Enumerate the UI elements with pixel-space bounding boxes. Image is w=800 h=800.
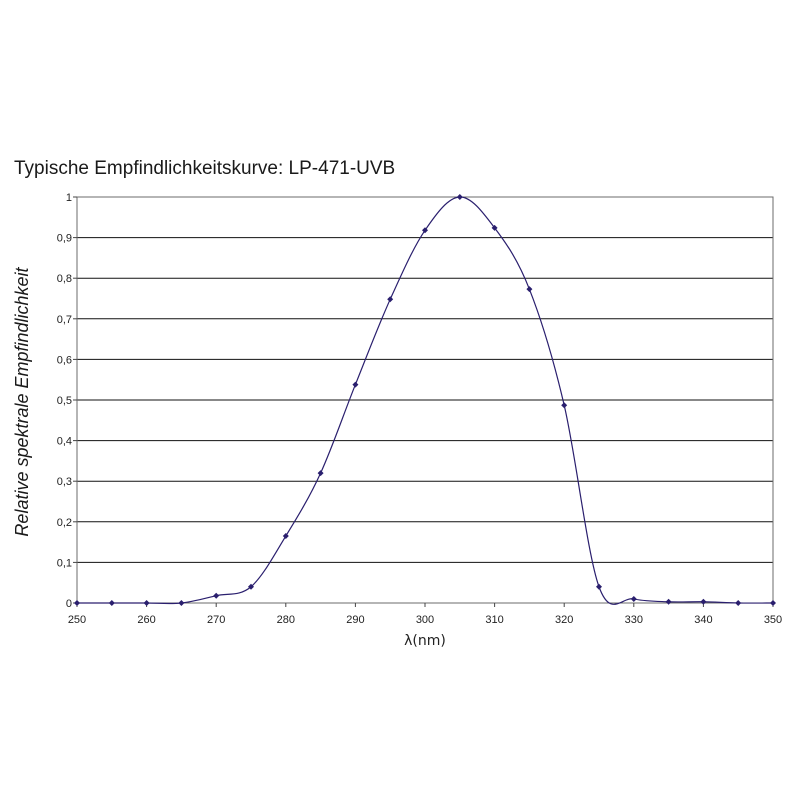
data-point-marker (108, 600, 115, 606)
data-point-marker (596, 583, 602, 590)
data-point-marker (352, 381, 359, 388)
data-point-marker (74, 600, 80, 606)
x-axis-ticks: 250 260 270 280 290 300 310 320 330 340 350 (68, 603, 782, 626)
y-tick-label: 0,1 (57, 557, 72, 569)
y-tick-label: 0,2 (57, 517, 72, 529)
data-point-marker (456, 194, 463, 200)
data-point-marker (526, 286, 533, 293)
y-axis-ticks: 0 0,1 0,2 0,3 0,4 0,5 0,6 0,7 0,8 0,9 1 (57, 192, 77, 610)
series-layer (74, 194, 776, 606)
data-point-marker (213, 592, 220, 599)
chart-title: Typische Empfindlichkeitskurve: LP-471-U… (14, 158, 396, 179)
x-tick-label: 300 (416, 614, 434, 626)
y-tick-label: 0,4 (57, 436, 72, 448)
data-point-marker (143, 600, 150, 606)
x-tick-label: 290 (346, 614, 364, 626)
data-point-marker (735, 600, 742, 606)
data-point-marker (387, 296, 394, 303)
data-point-marker (630, 595, 637, 602)
data-point-marker (770, 600, 776, 606)
y-tick-label: 0,8 (57, 273, 72, 285)
x-tick-label: 350 (764, 614, 782, 626)
y-tick-label: 0,7 (57, 314, 72, 326)
y-tick-label: 0,3 (57, 476, 72, 488)
x-tick-label: 280 (277, 614, 295, 626)
x-tick-label: 260 (137, 614, 155, 626)
x-tick-label: 330 (625, 614, 643, 626)
x-tick-label: 270 (207, 614, 225, 626)
grid-layer (77, 196, 773, 604)
y-tick-label: 0 (66, 598, 72, 610)
data-point-marker (178, 600, 185, 606)
y-tick-label: 0,5 (57, 395, 72, 407)
x-axis-title: λ(nm) (404, 633, 446, 649)
x-tick-label: 320 (555, 614, 573, 626)
y-tick-label: 0,9 (57, 233, 72, 245)
data-point-marker (422, 227, 428, 234)
y-tick-label: 1 (66, 192, 72, 204)
x-tick-label: 250 (68, 614, 86, 626)
y-axis-title: Relative spektrale Empfindlichkeit (12, 266, 32, 536)
data-point-marker (665, 598, 672, 605)
data-point-marker (317, 470, 324, 477)
data-point-marker (248, 583, 254, 590)
data-point-marker (282, 533, 289, 540)
y-tick-label: 0,6 (57, 354, 72, 366)
data-point-marker (700, 598, 707, 605)
data-point-marker (491, 224, 498, 231)
data-point-marker (561, 402, 568, 409)
x-tick-label: 340 (694, 614, 712, 626)
series-line (77, 196, 774, 605)
x-tick-label: 310 (485, 614, 503, 626)
